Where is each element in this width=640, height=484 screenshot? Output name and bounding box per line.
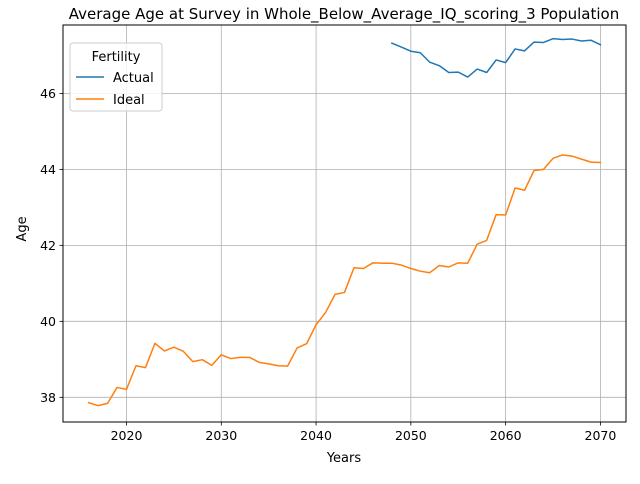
legend-label-ideal: Ideal <box>113 93 145 108</box>
legend-box <box>69 42 163 112</box>
chart-title: Average Age at Survey in Whole_Below_Ave… <box>69 5 619 24</box>
x-tick-label: 2040 <box>300 428 332 443</box>
y-tick-label: 42 <box>40 238 56 253</box>
axis-ticks: 2020 2030 2040 2050 2060 2070 38 40 42 44 46 <box>40 86 616 443</box>
x-tick-label: 2070 <box>585 428 617 443</box>
plot-frame <box>62 24 627 423</box>
y-tick-label: 46 <box>40 86 56 101</box>
series-line-actual <box>390 37 602 78</box>
legend: Fertility Actual Ideal <box>69 42 163 112</box>
y-tick-label: 44 <box>40 162 56 177</box>
series-line-ideal <box>87 154 602 407</box>
series-layer <box>87 37 602 407</box>
x-tick-label: 2050 <box>395 428 427 443</box>
y-axis-label: Age <box>15 216 30 241</box>
x-axis-label: Years <box>326 451 362 466</box>
y-tick-label: 40 <box>40 314 56 329</box>
x-tick-label: 2060 <box>490 428 522 443</box>
grid <box>63 25 626 422</box>
x-tick-label: 2030 <box>205 428 237 443</box>
legend-label-actual: Actual <box>113 71 154 86</box>
y-tick-label: 38 <box>40 390 56 405</box>
legend-title: Fertility <box>92 50 141 65</box>
x-tick-label: 2020 <box>111 428 143 443</box>
